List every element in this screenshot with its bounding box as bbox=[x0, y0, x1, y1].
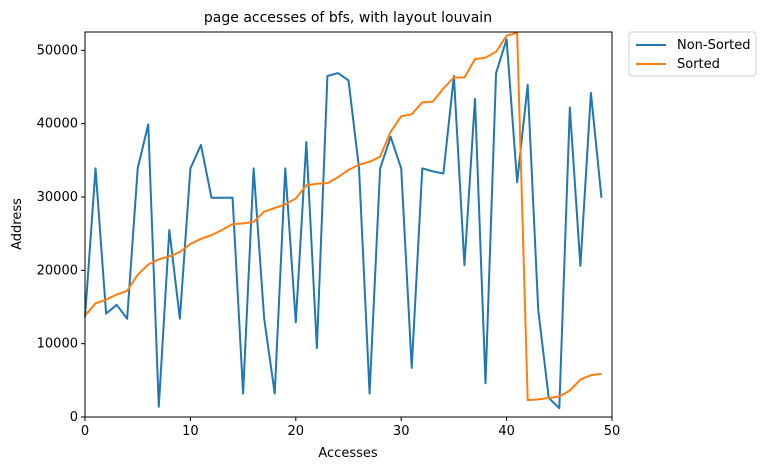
y-axis-label: Address bbox=[10, 198, 25, 250]
plot-area bbox=[84, 31, 603, 410]
y-tick-label: 10000 bbox=[37, 337, 78, 352]
x-axis-label: Accesses bbox=[318, 446, 378, 461]
y-tick-label: 30000 bbox=[37, 190, 78, 205]
plot-frame bbox=[84, 31, 613, 418]
y-tick-label: 20000 bbox=[37, 263, 78, 278]
x-tick-label: 50 bbox=[604, 424, 621, 439]
series-line-non-sorted bbox=[84, 38, 603, 410]
x-tick-label: 10 bbox=[182, 424, 199, 439]
legend: Non-Sorted Sorted bbox=[628, 31, 757, 77]
series-line-sorted bbox=[84, 31, 602, 402]
y-tick-label: 0 bbox=[70, 410, 78, 425]
x-tick-label: 20 bbox=[288, 424, 305, 439]
x-tick-label: 0 bbox=[81, 424, 89, 439]
x-axis: 0 10 20 30 40 50 bbox=[81, 417, 620, 439]
legend-label-non-sorted: Non-Sorted bbox=[677, 38, 751, 53]
y-tick-label: 50000 bbox=[37, 43, 78, 58]
y-tick-label: 40000 bbox=[37, 117, 78, 132]
x-tick-label: 30 bbox=[393, 424, 410, 439]
y-axis: 0 10000 20000 30000 40000 50000 bbox=[37, 43, 85, 425]
chart-title: page accesses of bfs, with layout louvai… bbox=[204, 10, 492, 26]
legend-label-sorted: Sorted bbox=[677, 57, 720, 72]
x-tick-label: 40 bbox=[498, 424, 515, 439]
